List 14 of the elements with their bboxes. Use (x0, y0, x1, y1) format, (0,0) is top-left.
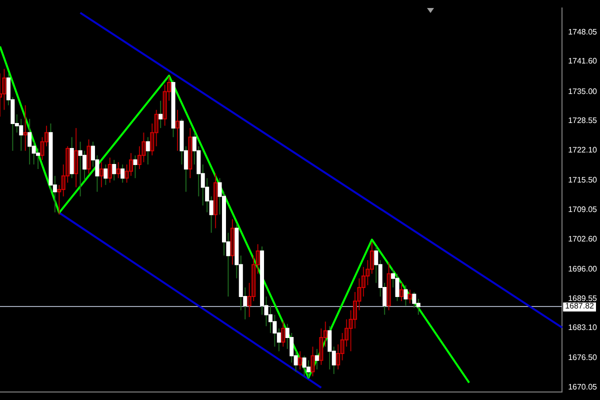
y-tick-label: 1702.60 (568, 234, 598, 244)
y-tick-label: 1722.10 (568, 146, 598, 155)
y-tick-label: 1683.10 (568, 323, 598, 332)
y-tick-label: 1709.05 (568, 204, 598, 214)
y-tick-label: 1735.00 (568, 86, 598, 96)
y-tick-label: 1689.55 (568, 294, 598, 303)
ref-line-label: 1687.82 (565, 302, 595, 311)
y-tick-label: 1670.05 (568, 382, 598, 392)
y-tick-label: 1715.50 (568, 176, 598, 185)
y-tick-label: 1676.50 (568, 353, 598, 362)
y-tick-label: 1696.00 (568, 264, 598, 274)
y-tick-label: 1748.05 (568, 27, 598, 36)
y-tick-label: 1741.60 (568, 56, 598, 66)
y-tick-label: 1728.55 (568, 116, 598, 126)
